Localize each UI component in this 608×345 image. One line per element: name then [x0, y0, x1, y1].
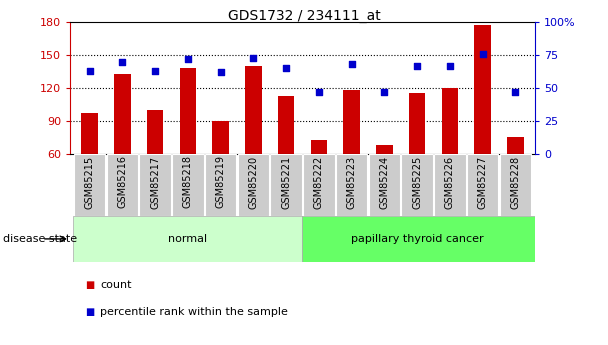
Point	[478, 51, 488, 57]
Bar	[474, 24, 491, 154]
FancyBboxPatch shape	[205, 154, 237, 216]
Text: GSM85222: GSM85222	[314, 155, 324, 209]
Bar	[409, 93, 426, 154]
Text: papillary thyroid cancer: papillary thyroid cancer	[351, 234, 483, 244]
Text: GSM85220: GSM85220	[248, 155, 258, 208]
Point	[282, 66, 291, 71]
Text: GSM85224: GSM85224	[379, 155, 389, 208]
Bar	[81, 113, 98, 154]
Text: GSM85223: GSM85223	[347, 155, 357, 208]
Point	[511, 89, 520, 95]
Text: count: count	[100, 280, 132, 289]
Text: GSM85228: GSM85228	[510, 155, 520, 208]
Bar	[147, 110, 164, 154]
Text: GSM85216: GSM85216	[117, 155, 127, 208]
Bar	[344, 90, 360, 154]
Point	[249, 55, 258, 61]
Point	[117, 59, 127, 65]
FancyBboxPatch shape	[336, 154, 367, 216]
FancyBboxPatch shape	[401, 154, 433, 216]
FancyBboxPatch shape	[172, 154, 204, 216]
FancyBboxPatch shape	[139, 154, 171, 216]
Text: GSM85215: GSM85215	[85, 155, 95, 208]
Bar	[278, 96, 294, 154]
FancyBboxPatch shape	[302, 216, 535, 262]
FancyBboxPatch shape	[73, 216, 302, 262]
Text: percentile rank within the sample: percentile rank within the sample	[100, 307, 288, 317]
Bar	[376, 145, 393, 154]
Text: ■: ■	[85, 280, 94, 289]
Text: GSM85219: GSM85219	[216, 155, 226, 208]
FancyBboxPatch shape	[303, 154, 334, 216]
Bar	[245, 66, 261, 154]
Bar	[179, 68, 196, 154]
FancyBboxPatch shape	[434, 154, 466, 216]
FancyBboxPatch shape	[238, 154, 269, 216]
FancyBboxPatch shape	[467, 154, 499, 216]
Point	[216, 69, 226, 75]
Bar	[114, 74, 131, 154]
Bar	[212, 121, 229, 154]
Text: GSM85226: GSM85226	[445, 155, 455, 208]
Text: normal: normal	[168, 234, 207, 244]
Text: ■: ■	[85, 307, 94, 317]
Text: GSM85225: GSM85225	[412, 155, 422, 209]
Point	[445, 63, 455, 68]
Text: disease state: disease state	[3, 234, 77, 244]
Point	[85, 68, 94, 74]
Bar	[311, 140, 327, 154]
Text: GSM85218: GSM85218	[183, 155, 193, 208]
Point	[379, 89, 389, 95]
Bar	[507, 137, 523, 154]
Bar	[441, 88, 458, 154]
Point	[412, 63, 422, 68]
FancyBboxPatch shape	[106, 154, 138, 216]
FancyBboxPatch shape	[368, 154, 400, 216]
FancyBboxPatch shape	[271, 154, 302, 216]
Point	[183, 56, 193, 62]
Point	[347, 62, 356, 67]
Text: GSM85221: GSM85221	[281, 155, 291, 208]
Text: GSM85217: GSM85217	[150, 155, 160, 208]
Point	[314, 89, 323, 95]
FancyBboxPatch shape	[500, 154, 531, 216]
FancyBboxPatch shape	[74, 154, 105, 216]
Text: GSM85227: GSM85227	[478, 155, 488, 209]
Point	[150, 68, 160, 74]
Text: GDS1732 / 234111_at: GDS1732 / 234111_at	[227, 9, 381, 23]
